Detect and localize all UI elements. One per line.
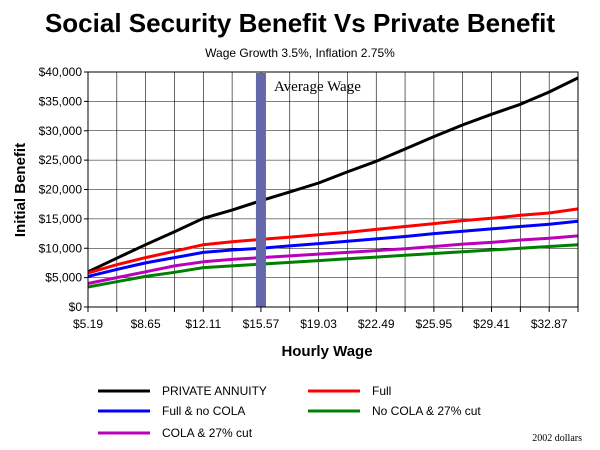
x-tick-label: $29.41 — [473, 317, 510, 331]
series-line-full-no-cola — [87, 219, 579, 278]
y-tick-label: $40,000 — [39, 65, 83, 79]
legend-label-no-cola-27-cut: No COLA & 27% cut — [372, 404, 481, 418]
footnote: 2002 dollars — [532, 433, 582, 444]
y-tick-label: $30,000 — [39, 124, 83, 138]
x-tick-label: $22.49 — [358, 317, 395, 331]
legend: PRIVATE ANNUITY Full Full & no COLA No COLA… — [98, 384, 481, 440]
x-tick-label: $32.87 — [531, 317, 568, 331]
y-axis-ticks: $0 $5,000 $10,000 $15,000 $20,000 $25,000 $30,… — [39, 65, 88, 314]
y-tick-label: $5,000 — [45, 271, 82, 285]
series-group — [87, 76, 579, 289]
x-tick-label: $19.03 — [300, 317, 337, 331]
legend-label-private-annuity: PRIVATE ANNUITY — [162, 384, 267, 398]
y-tick-label: $20,000 — [39, 183, 83, 197]
x-axis-title: Hourly Wage — [281, 343, 372, 360]
chart-title: Social Security Benefit Vs Private Benef… — [45, 8, 555, 38]
y-tick-label: $15,000 — [39, 212, 83, 226]
y-tick-label: $10,000 — [39, 241, 83, 255]
y-tick-label: $0 — [69, 300, 83, 314]
legend-label-full: Full — [372, 384, 391, 398]
grid — [88, 71, 579, 308]
average-wage-bar — [255, 73, 266, 307]
x-tick-label: $15.57 — [243, 317, 280, 331]
x-axis-ticks: $5.19 $8.65 $12.11 $15.57 $19.03 $22.49 $25.95… — [73, 307, 579, 331]
legend-label-cola-27-cut: COLA & 27% cut — [162, 426, 253, 440]
y-tick-label: $35,000 — [39, 94, 83, 108]
series-line-no-cola-27-cut — [87, 243, 579, 289]
y-tick-label: $25,000 — [39, 153, 83, 167]
average-wage-label: Average Wage — [274, 79, 361, 95]
plot-area: Average Wage — [87, 71, 579, 308]
x-tick-label: $12.11 — [185, 317, 221, 331]
x-tick-label: $25.95 — [416, 317, 453, 331]
chart-subtitle: Wage Growth 3.5%, Inflation 2.75% — [205, 46, 395, 60]
series-line-cola-27-cut — [87, 234, 579, 285]
x-tick-label: $5.19 — [73, 317, 103, 331]
legend-label-full-no-cola: Full & no COLA — [162, 404, 245, 418]
series-line-private-annuity — [87, 76, 579, 274]
x-tick-label: $8.65 — [131, 317, 161, 331]
y-axis-title: Initial Benefit — [12, 143, 29, 237]
series-line-full — [87, 207, 579, 275]
